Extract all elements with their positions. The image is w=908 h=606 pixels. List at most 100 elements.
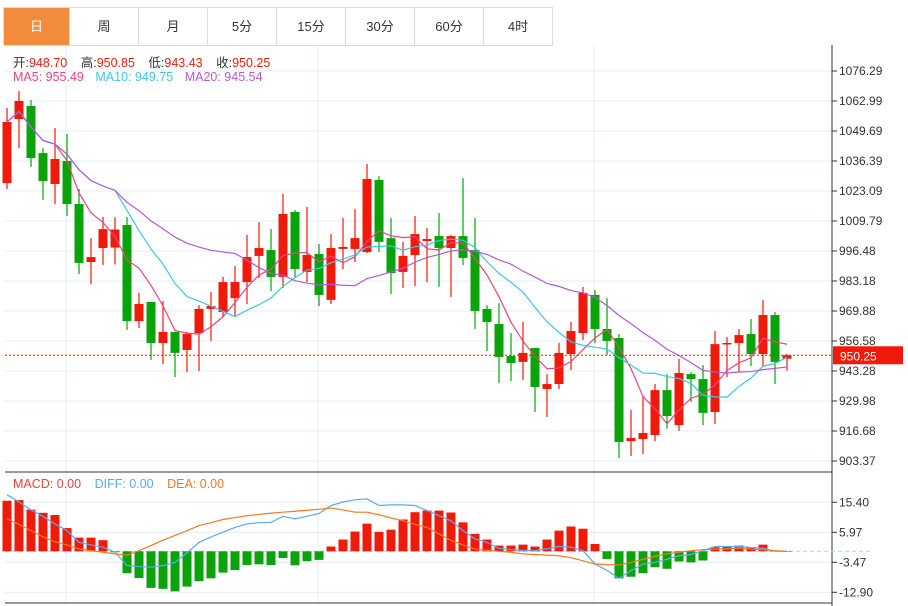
candle-body [650,390,660,435]
candle-body [302,255,312,272]
candle [350,209,360,263]
candle [218,276,228,318]
candle [710,331,720,424]
candle [62,133,72,216]
price-tick-label: 903.37 [839,454,876,468]
price-tick-label: 956.58 [839,334,876,348]
macd-bar [506,545,516,552]
candle-body [290,211,300,269]
candle-body [518,352,528,362]
candle-body [422,239,432,242]
macd-bar [362,523,372,552]
candle [590,289,600,343]
macd-bar [662,551,672,569]
candle-body [206,305,216,309]
candle-body [578,292,588,334]
candle-body [134,303,144,322]
macd-bar [626,551,636,577]
candle [470,218,480,329]
candle [674,358,684,431]
candle-body [566,331,576,355]
candle-body [74,204,84,263]
macd-bar [242,551,252,565]
macd-bar [530,546,540,552]
candle [194,305,204,371]
candle [26,100,36,168]
candle [170,331,180,378]
dea-line [6,507,788,566]
macd-bar [134,551,144,579]
candle [134,292,144,329]
tab-6[interactable]: 60分 [415,8,484,45]
candle [314,243,324,306]
price-tick-label: 1036.39 [839,154,883,168]
candle-body [98,229,108,249]
candle-body [398,255,408,272]
macd-bar [566,526,576,552]
candle-body [38,153,48,182]
price-tick-label: 929.98 [839,394,876,408]
macd-tick-label: 5.97 [839,525,863,539]
candle [374,176,384,253]
candle [518,322,528,380]
tab-1[interactable]: 周 [70,8,139,45]
candle-body [410,234,420,256]
macd-bar [266,551,276,565]
candle [638,395,648,454]
macd-bar [74,537,84,552]
candle-body [158,331,168,343]
current-price-tag [833,346,903,365]
candle [182,331,192,373]
tab-5[interactable]: 30分 [346,8,415,45]
candle-body [386,238,396,274]
macd-bar [578,528,588,552]
macd-bar [158,551,168,589]
macd-bar [650,551,660,568]
price-tick-label: 969.88 [839,304,876,318]
candle-body [362,179,372,253]
macd-bar [470,533,480,552]
tab-2[interactable]: 月 [139,8,208,45]
macd-bar [638,551,648,574]
macd-bar [62,528,72,552]
macd-bar [302,551,312,562]
macd-bar [698,551,708,561]
tab-0[interactable]: 日 [4,8,70,45]
low-label: 低: [148,56,165,70]
candle-body [458,236,468,258]
tab-3[interactable]: 5分 [208,8,277,45]
candle [230,266,240,316]
price-tick-label: 943.28 [839,364,876,378]
candle-body [2,121,12,184]
tab-7[interactable]: 4时 [484,8,553,45]
candle-body [722,342,732,345]
macd-bar [386,529,396,552]
diff-line [6,494,787,580]
macd-bar [422,510,432,552]
candle-body [338,246,348,249]
candle [386,218,396,295]
ma10-value: MA10: 949.75 [95,70,174,84]
candle [254,222,264,279]
candle [770,312,780,385]
candle [542,374,552,417]
candle [302,206,312,283]
ma20-line [6,110,788,374]
macd-bar [122,551,132,574]
candle-body [614,338,624,442]
ma10-line [6,110,788,398]
macd-bar [686,551,696,563]
macd-bar [590,543,600,552]
candle [578,287,588,341]
candle-body [602,328,612,341]
tab-4[interactable]: 15分 [277,8,346,45]
macd-bar [182,551,192,587]
candle-body [470,250,480,311]
period-tabs: 日周月 5分 15分 30分 60分 4时 [3,7,553,46]
macd-bar [290,551,300,566]
candle [602,298,612,355]
macd-bar [554,530,564,552]
candle [530,347,540,412]
candle-body [110,229,120,248]
